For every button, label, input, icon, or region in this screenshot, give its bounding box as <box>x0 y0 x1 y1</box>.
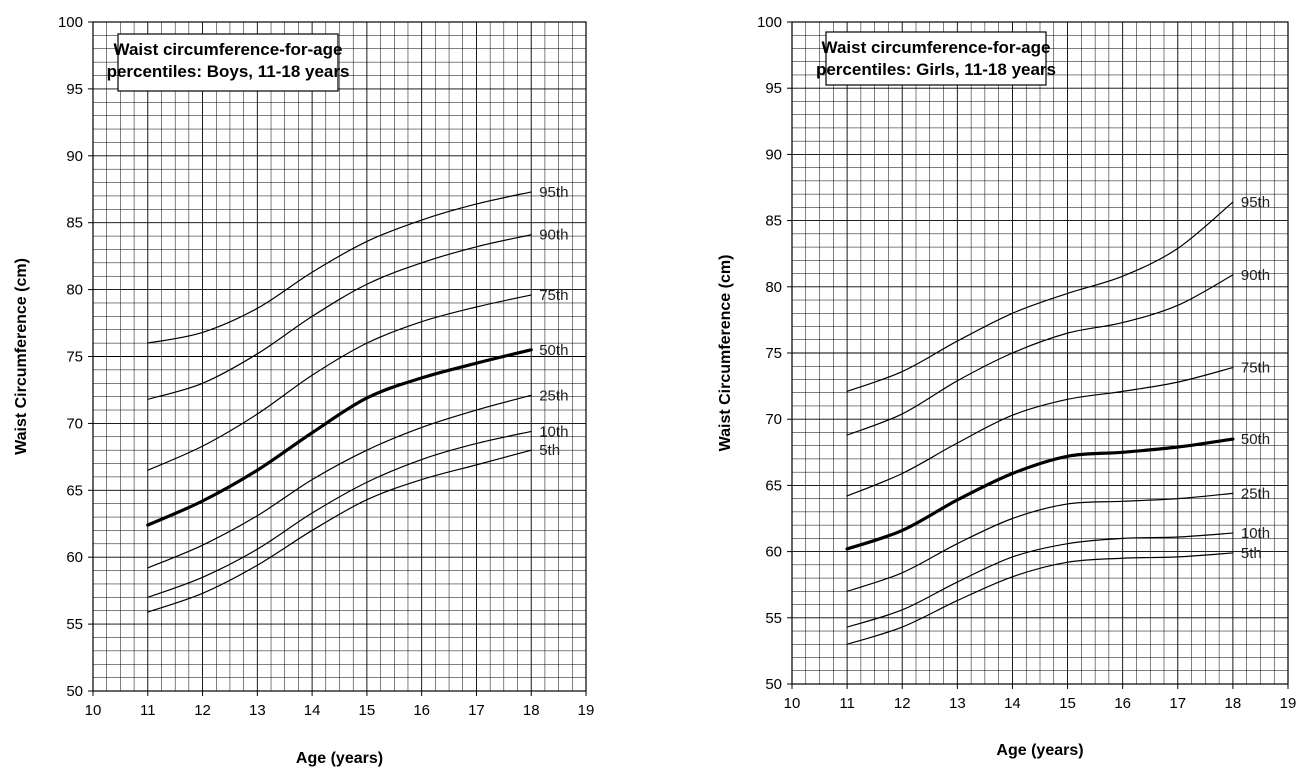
boys-series-label-10th: 10th <box>539 423 568 440</box>
boys-chart-title-line: percentiles: Boys, 11-18 years <box>107 62 350 81</box>
boys-line-90th <box>147 234 532 400</box>
boys-line-95th <box>147 191 532 344</box>
girls-series-label-90th: 90th <box>1241 267 1270 284</box>
girls-line-95th <box>846 201 1234 392</box>
girls-x-tick-label: 14 <box>1004 695 1021 712</box>
boys-x-tick-label: 15 <box>359 702 376 719</box>
girls-line-10th <box>846 532 1234 628</box>
girls-y-tick-label: 60 <box>765 544 782 561</box>
girls-y-axis-title: Waist Circumference (cm) <box>717 255 734 452</box>
boys-line-10th <box>147 430 532 598</box>
girls-line-5th <box>846 552 1234 645</box>
boys-series-label-25th: 25th <box>539 387 568 404</box>
boys-grid <box>92 21 587 692</box>
girls-x-tick-label: 12 <box>894 695 911 712</box>
boys-line-25th <box>147 394 532 569</box>
boys-waist-chart: 50 55 60 65 70 75 80 85 90 95 100 10 11 12 13 14 15 16 17 1… <box>13 14 595 767</box>
girls-x-tick-label: 19 <box>1280 695 1297 712</box>
boys-x-tick-label: 17 <box>468 702 485 719</box>
girls-waist-chart: 50 55 60 65 70 75 80 85 90 95 100 10 11 12 13 14 15 16 17 1… <box>717 14 1297 759</box>
girls-x-tick-label: 10 <box>784 695 801 712</box>
girls-series-label-10th: 10th <box>1241 525 1270 542</box>
boys-x-tick-label: 10 <box>85 702 102 719</box>
girls-series-label-5th: 5th <box>1241 545 1262 562</box>
girls-x-tick-label: 16 <box>1114 695 1131 712</box>
boys-y-tick-label: 80 <box>66 282 83 299</box>
girls-x-axis-title: Age (years) <box>996 742 1083 759</box>
girls-x-tick-label: 15 <box>1059 695 1076 712</box>
boys-x-tick-label: 13 <box>249 702 266 719</box>
boys-x-tick-label: 16 <box>413 702 430 719</box>
girls-series-label-95th: 95th <box>1241 194 1270 211</box>
boys-chart-title-line: Waist circumference-for-age <box>114 40 343 59</box>
girls-y-tick-label: 80 <box>765 279 782 296</box>
girls-y-tick-label: 50 <box>765 676 782 693</box>
girls-line-25th <box>846 492 1234 592</box>
girls-title-box <box>825 31 1047 86</box>
girls-chart-title-line: Waist circumference-for-age <box>822 38 1051 57</box>
boys-y-axis-title: Waist Circumference (cm) <box>13 258 30 455</box>
girls-y-tick-label: 100 <box>757 14 782 31</box>
boys-y-tick-label: 50 <box>66 683 83 700</box>
girls-y-tick-label: 90 <box>765 146 782 163</box>
boys-x-tick-label: 19 <box>578 702 595 719</box>
boys-series-label-95th: 95th <box>539 184 568 201</box>
girls-series-label-50th: 50th <box>1241 431 1270 448</box>
girls-x-tick-label: 17 <box>1169 695 1186 712</box>
boys-y-tick-label: 90 <box>66 148 83 165</box>
girls-line-90th <box>846 274 1234 436</box>
boys-x-tick-label: 12 <box>194 702 211 719</box>
girls-y-tick-label: 55 <box>765 610 782 627</box>
girls-y-tick-label: 85 <box>765 213 782 230</box>
boys-y-tick-label: 75 <box>66 349 83 366</box>
boys-series-label-75th: 75th <box>539 287 568 304</box>
boys-y-tick-label: 95 <box>66 81 83 98</box>
girls-x-tick-label: 18 <box>1225 695 1242 712</box>
girls-series-label-75th: 75th <box>1241 360 1270 377</box>
boys-x-axis-title: Age (years) <box>296 750 383 767</box>
boys-x-tick-label: 18 <box>523 702 540 719</box>
boys-y-tick-label: 85 <box>66 215 83 232</box>
girls-y-tick-label: 95 <box>765 80 782 97</box>
boys-line-75th <box>147 294 532 471</box>
boys-series-label-90th: 90th <box>539 227 568 244</box>
boys-line-50th <box>146 348 533 527</box>
boys-series-label-50th: 50th <box>539 342 568 359</box>
girls-y-tick-label: 70 <box>765 411 782 428</box>
girls-y-tick-label: 75 <box>765 345 782 362</box>
boys-x-tick-label: 14 <box>304 702 321 719</box>
boys-y-tick-label: 100 <box>58 14 83 31</box>
boys-series-label-5th: 5th <box>539 442 560 459</box>
girls-line-50th <box>845 437 1235 551</box>
boys-y-tick-label: 65 <box>66 482 83 499</box>
girls-line-75th <box>846 366 1234 497</box>
boys-y-tick-label: 70 <box>66 415 83 432</box>
girls-series-label-25th: 25th <box>1241 485 1270 502</box>
boys-y-tick-label: 55 <box>66 616 83 633</box>
girls-y-tick-label: 65 <box>765 477 782 494</box>
boys-title-box <box>117 33 339 92</box>
girls-x-tick-label: 11 <box>839 695 855 712</box>
boys-y-tick-label: 60 <box>66 549 83 566</box>
boys-x-tick-label: 11 <box>140 702 156 719</box>
girls-chart-title-line: percentiles: Girls, 11-18 years <box>816 60 1056 79</box>
boys-line-5th <box>147 449 532 613</box>
girls-x-tick-label: 13 <box>949 695 966 712</box>
